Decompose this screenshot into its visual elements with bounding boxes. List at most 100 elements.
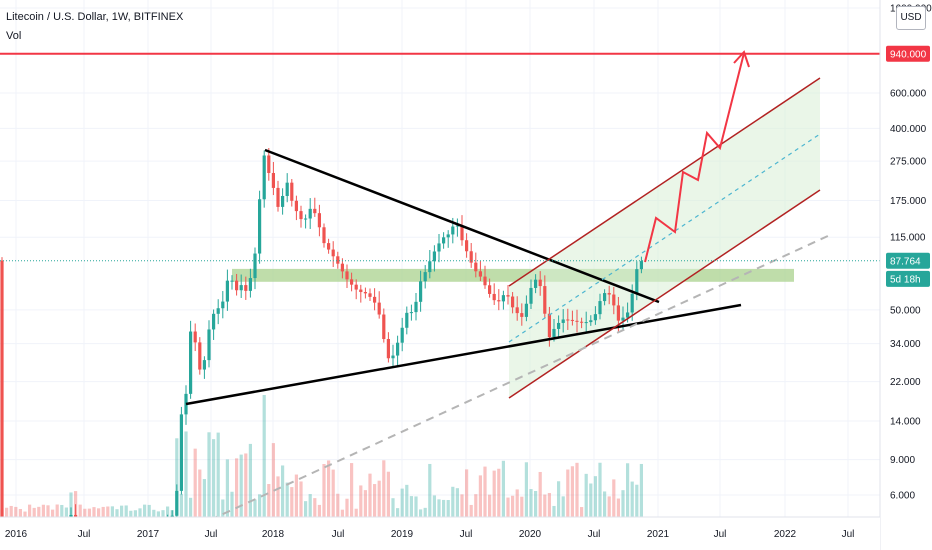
volume-bar-111 xyxy=(511,495,515,517)
time-tick-label-1: Jul xyxy=(78,529,91,540)
candle-body-45 xyxy=(207,329,211,361)
channel-upper-line[interactable] xyxy=(508,77,821,287)
volume-bar-1 xyxy=(5,507,9,517)
volume-bar-104 xyxy=(478,475,482,517)
volume-bar-3 xyxy=(14,506,18,517)
volume-bar-4 xyxy=(18,509,22,517)
candle-body-125 xyxy=(575,320,579,322)
volume-bar-8 xyxy=(37,506,41,517)
volume-bar-41 xyxy=(189,497,193,517)
volume-bar-114 xyxy=(524,462,528,517)
time-tick-label-8: 2020 xyxy=(519,529,542,540)
volume-bar-75 xyxy=(345,498,349,517)
candle-body-132 xyxy=(607,293,611,295)
price-badge-label-2: 5d 18h xyxy=(890,274,921,285)
candle-body-138 xyxy=(635,269,639,294)
chart-title: Litecoin / U.S. Dollar, 1W, BITFINEX xyxy=(6,11,184,23)
volume-bar-7 xyxy=(32,507,36,517)
candle-body-91 xyxy=(419,281,423,302)
volume-bar-136 xyxy=(626,463,630,517)
channel-midline[interactable] xyxy=(508,133,821,343)
volume-bar-80 xyxy=(368,473,372,517)
candle-body-72 xyxy=(331,249,335,257)
price-tick-label-11: 6.000 xyxy=(890,491,915,502)
volume-bar-132 xyxy=(607,496,611,517)
descending-trendline[interactable] xyxy=(264,148,660,304)
volume-bar-121 xyxy=(557,481,561,517)
price-axis: 1600.000600.000400.000275.000175.000115.… xyxy=(879,0,932,550)
candle-body-122 xyxy=(561,319,565,323)
candle-body-61 xyxy=(281,195,285,207)
time-tick-label-12: 2022 xyxy=(774,529,797,540)
volume-bar-126 xyxy=(580,507,584,517)
volume-bar-19 xyxy=(87,508,91,517)
candle-body-0 xyxy=(0,260,4,527)
candle-body-73 xyxy=(336,256,340,264)
candle-body-58 xyxy=(267,155,271,173)
volume-bar-36 xyxy=(166,506,170,517)
volume-bar-62 xyxy=(285,482,289,517)
volume-bar-65 xyxy=(299,481,303,517)
candle-body-84 xyxy=(386,339,390,359)
volume-bar-52 xyxy=(239,454,243,517)
annotations-over[interactable] xyxy=(0,50,880,521)
candle-body-51 xyxy=(235,280,239,291)
price-badge-0 xyxy=(886,45,930,62)
volume-bar-120 xyxy=(552,505,556,517)
projection-path[interactable] xyxy=(644,52,745,263)
price-badge-2 xyxy=(886,270,930,287)
candle-body-77 xyxy=(354,284,358,290)
candle-body-130 xyxy=(598,301,602,315)
candle-body-127 xyxy=(584,322,588,324)
candlesticks xyxy=(0,147,643,545)
candle-body-52 xyxy=(239,285,243,291)
candle-body-53 xyxy=(244,285,248,291)
volume-bar-20 xyxy=(92,507,96,517)
candle-body-82 xyxy=(377,302,381,315)
volume-bar-39 xyxy=(179,493,183,517)
candle-body-123 xyxy=(566,319,570,321)
volume-bar-97 xyxy=(446,500,450,517)
annotations-under xyxy=(232,78,820,398)
volume-bar-9 xyxy=(41,504,45,517)
candle-body-74 xyxy=(340,263,344,272)
currency-button[interactable]: USD xyxy=(896,6,926,30)
volume-bar-27 xyxy=(124,505,128,517)
volume-bar-61 xyxy=(281,465,285,517)
volume-bar-14 xyxy=(64,507,68,517)
candle-body-98 xyxy=(451,226,455,235)
ascending-trendline[interactable] xyxy=(185,303,742,406)
candle-body-111 xyxy=(511,296,515,308)
candle-body-57 xyxy=(262,155,266,200)
volume-bar-47 xyxy=(216,432,220,517)
candle-body-71 xyxy=(327,243,331,250)
volume-bar-118 xyxy=(543,494,547,517)
candle-body-43 xyxy=(198,342,202,370)
volume-bar-76 xyxy=(350,463,354,517)
candle-body-83 xyxy=(382,314,386,340)
volume-bar-85 xyxy=(391,498,395,517)
volume-bar-59 xyxy=(271,443,275,517)
volume-bar-43 xyxy=(198,469,202,517)
channel-lower-line[interactable] xyxy=(508,189,821,399)
volume-bar-113 xyxy=(520,496,524,517)
volume-bar-17 xyxy=(78,504,82,517)
candle-body-46 xyxy=(212,313,216,330)
candle-body-95 xyxy=(437,243,441,252)
time-tick-label-7: Jul xyxy=(460,529,473,540)
volume-bar-28 xyxy=(129,510,133,517)
price-tick-label-7: 34.000 xyxy=(890,339,921,350)
long-term-dashed-trendline[interactable] xyxy=(209,234,831,521)
volume-bar-70 xyxy=(322,464,326,517)
volume-bar-131 xyxy=(603,491,607,517)
volume-bar-18 xyxy=(83,508,87,517)
candle-body-65 xyxy=(299,211,303,220)
candle-body-75 xyxy=(345,271,349,280)
time-tick-label-6: 2019 xyxy=(391,529,414,540)
candle-body-137 xyxy=(630,293,634,313)
price-tick-label-6: 50.000 xyxy=(890,305,921,316)
volume-bar-54 xyxy=(248,443,252,517)
projection-arrowhead[interactable] xyxy=(733,50,750,68)
